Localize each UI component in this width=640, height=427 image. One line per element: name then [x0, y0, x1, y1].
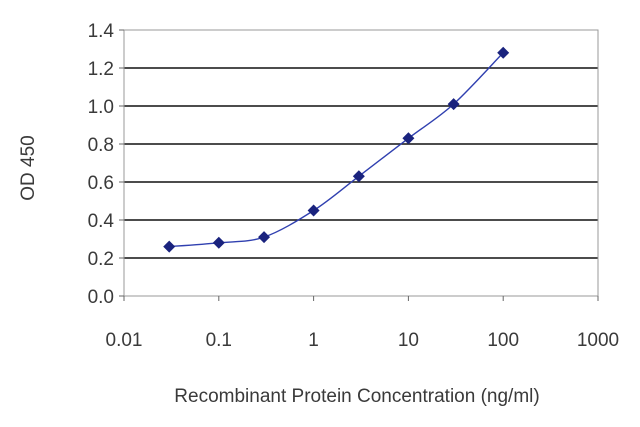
x-tick-label: 0.1 [206, 330, 232, 351]
x-axis-title: Recombinant Protein Concentration (ng/ml… [174, 386, 539, 407]
x-tick-label: 1000 [577, 330, 619, 351]
y-tick-label: 0.0 [88, 287, 114, 308]
x-tick-label: 10 [398, 330, 419, 351]
x-tick-label: 1 [308, 330, 319, 351]
data-point [258, 231, 271, 244]
data-point [307, 204, 320, 217]
y-tick-label: 1.4 [88, 21, 115, 42]
y-tick-label: 1.2 [88, 59, 114, 80]
x-axis-ticks: 0.01 0.1 1 10 100 1000 [106, 296, 619, 351]
data-point [212, 236, 225, 249]
data-markers [163, 46, 510, 253]
grid-lines [124, 67, 598, 259]
x-tick-label: 100 [487, 330, 519, 351]
data-point [447, 98, 460, 111]
y-tick-label: 0.8 [88, 135, 114, 156]
y-tick-label: 0.2 [88, 249, 114, 270]
data-point [497, 46, 510, 59]
y-axis-title: OD 450 [18, 135, 39, 200]
y-axis-ticks: 0.0 0.2 0.4 0.6 0.8 1.0 1.2 1.4 [88, 21, 124, 308]
fit-curve [169, 52, 504, 248]
data-point [352, 170, 365, 183]
data-point [163, 240, 176, 253]
y-tick-label: 1.0 [88, 97, 114, 118]
data-point [402, 132, 415, 145]
y-tick-label: 0.6 [88, 173, 114, 194]
plot-frame [123, 29, 599, 297]
x-tick-label: 0.01 [106, 330, 143, 351]
y-tick-label: 0.4 [88, 211, 115, 232]
